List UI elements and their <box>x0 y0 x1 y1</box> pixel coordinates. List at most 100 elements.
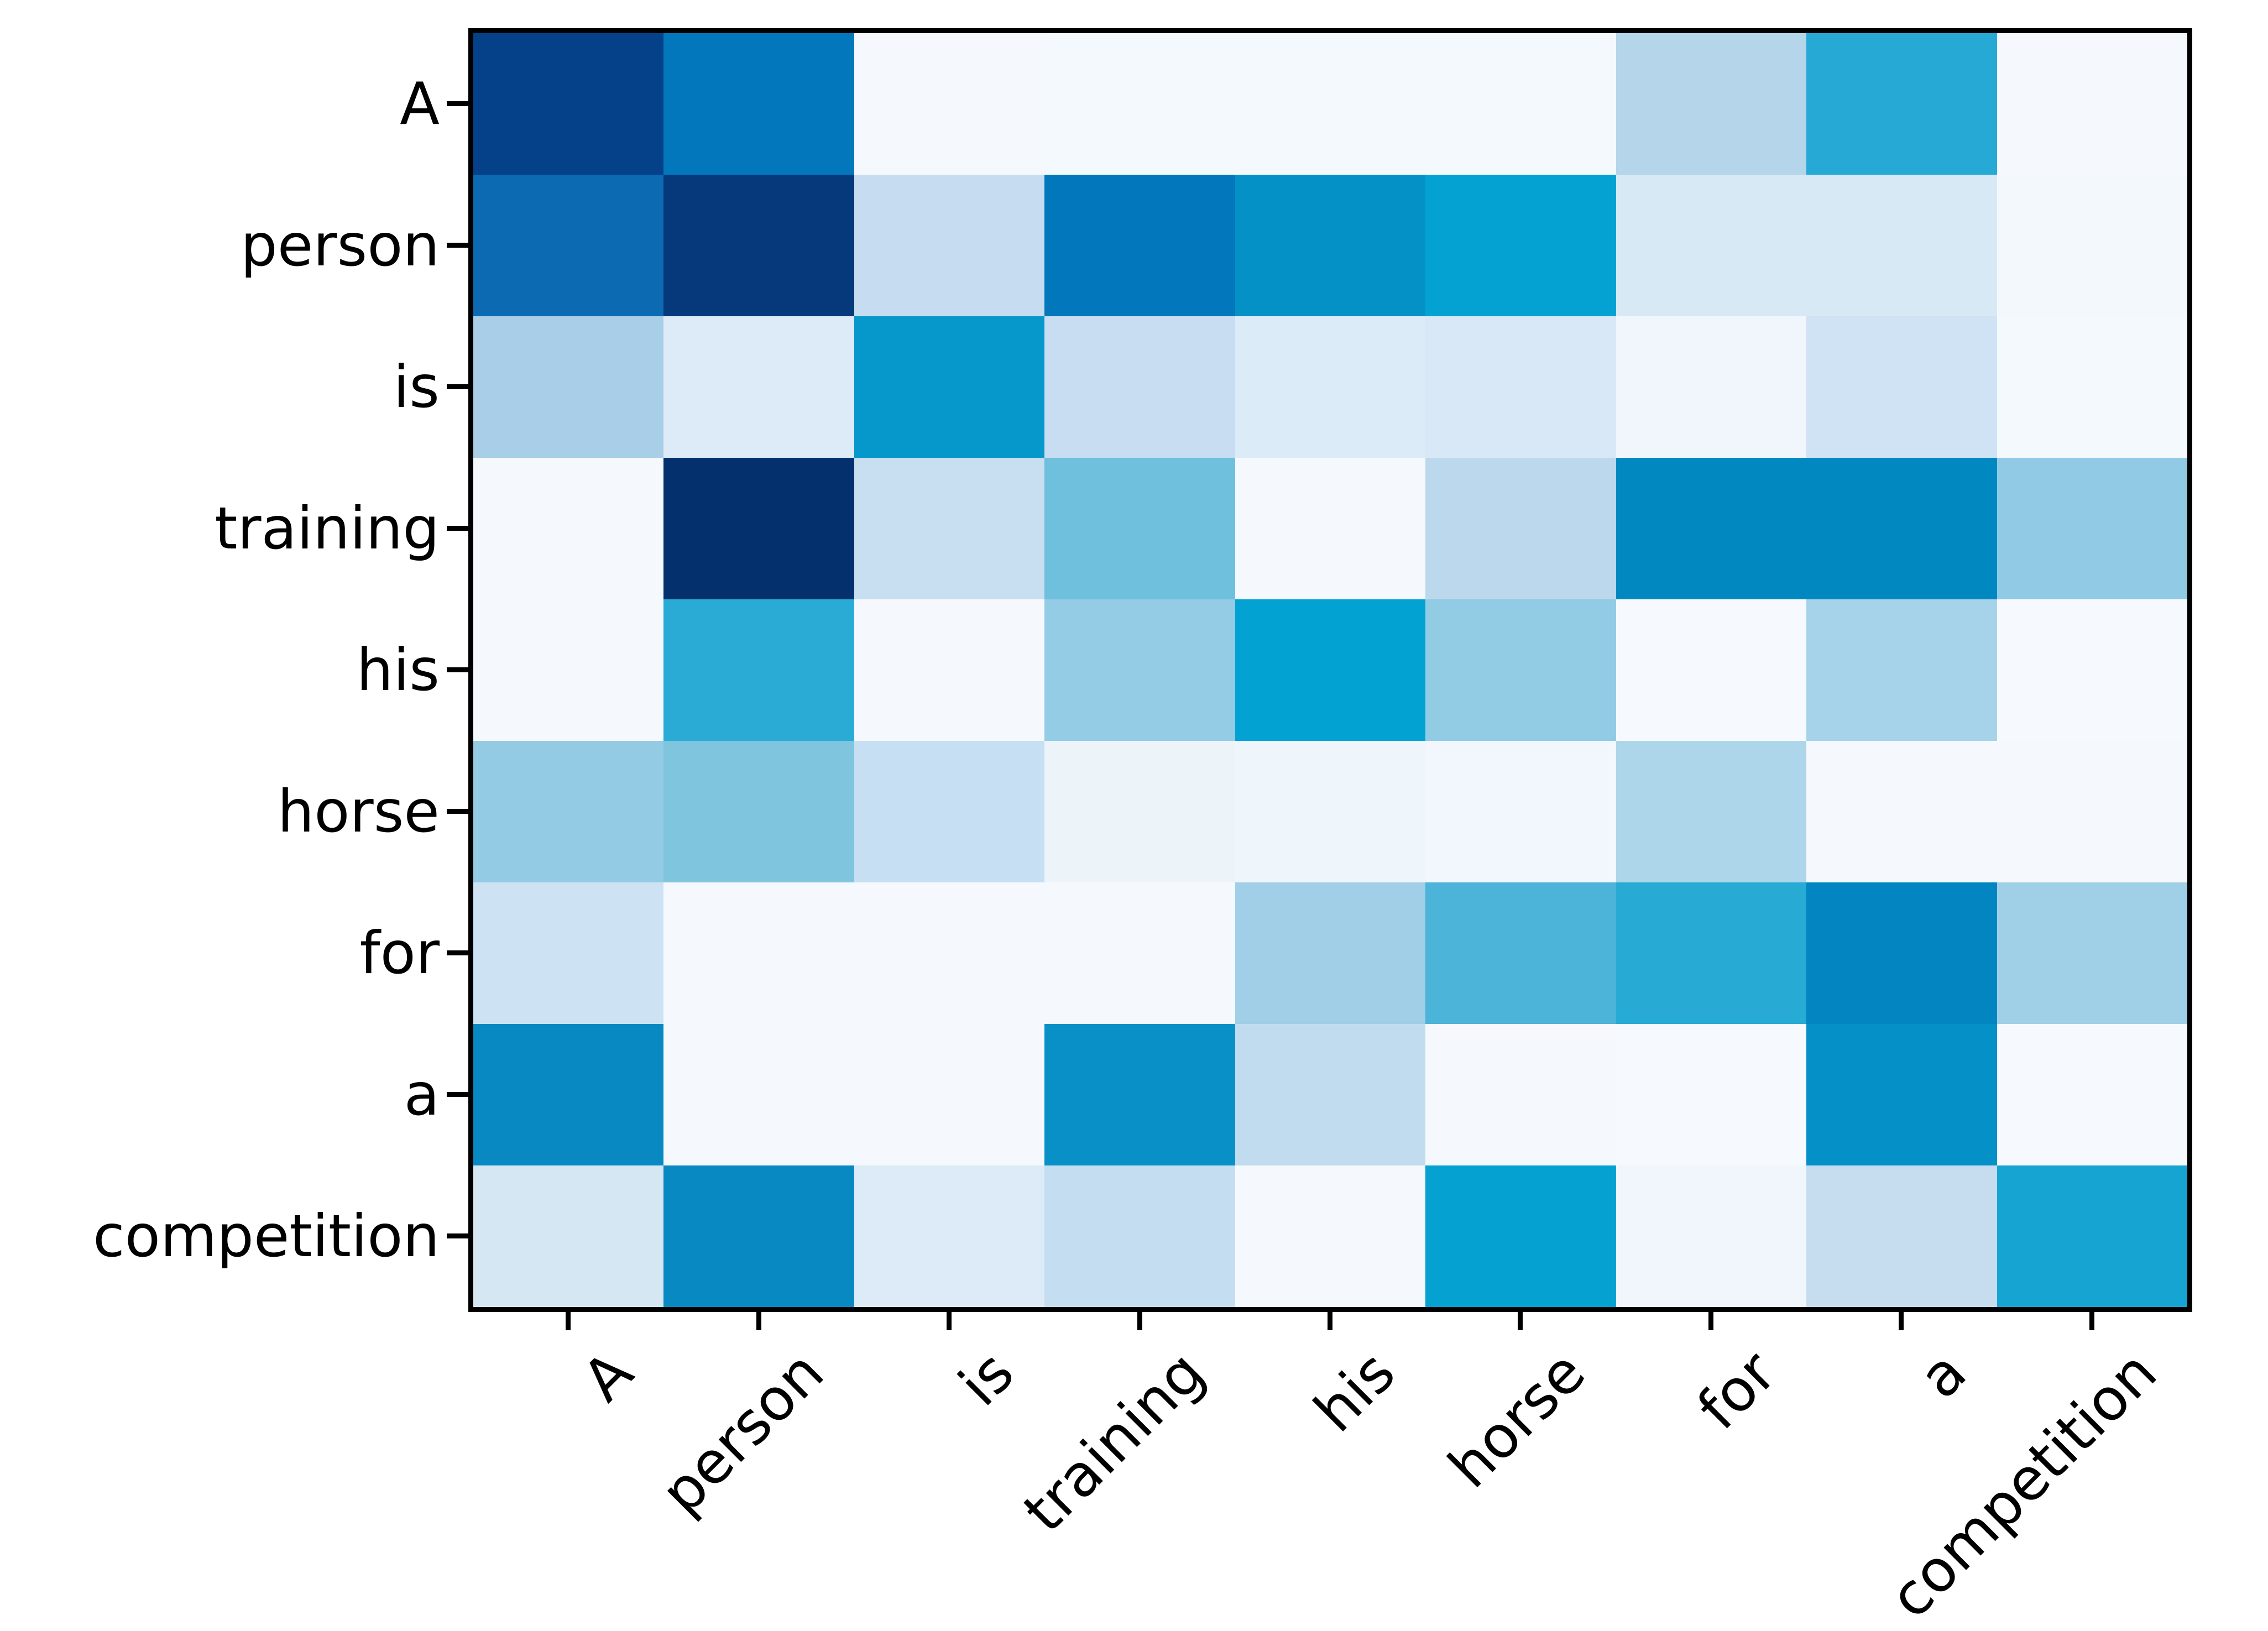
x-tick-mark <box>2089 1312 2094 1330</box>
y-tick-label: competition <box>93 1203 440 1270</box>
y-tick-mark <box>447 1233 468 1238</box>
heatmap-cell <box>1044 316 1235 458</box>
heatmap-cell <box>1997 1165 2187 1307</box>
x-tick-label: horse <box>1435 1338 1598 1501</box>
x-tick-label: is <box>946 1338 1027 1419</box>
x-tick-label: for <box>1684 1338 1789 1443</box>
heatmap-cell <box>663 458 854 599</box>
heatmap-cell <box>854 33 1045 175</box>
heatmap-cell <box>1425 882 1616 1024</box>
heatmap-cell <box>473 458 664 599</box>
y-tick-label: horse <box>277 778 440 845</box>
x-tick-mark <box>1708 1312 1713 1330</box>
y-tick-mark <box>447 1092 468 1097</box>
heatmap-cell <box>663 882 854 1024</box>
y-tick-mark <box>447 526 468 531</box>
heatmap-cell <box>663 599 854 741</box>
heatmap-cell <box>854 316 1045 458</box>
heatmap-cell <box>1806 458 1997 599</box>
heatmap-cell <box>1235 1165 1426 1307</box>
heatmap-cell <box>663 1165 854 1307</box>
heatmap-cell <box>1997 458 2187 599</box>
heatmap-cell <box>1806 175 1997 316</box>
heatmap-cell <box>1806 882 1997 1024</box>
heatmap-cell <box>663 316 854 458</box>
heatmap-cell <box>1044 1024 1235 1165</box>
x-tick-mark <box>566 1312 571 1330</box>
heatmap-cell <box>1997 741 2187 882</box>
heatmap-cell <box>1997 175 2187 316</box>
heatmap-cell <box>854 882 1045 1024</box>
heatmap-cell <box>663 741 854 882</box>
heatmap-cell <box>1044 1165 1235 1307</box>
heatmap-cell <box>1997 316 2187 458</box>
heatmap-cell <box>854 741 1045 882</box>
heatmap-cell <box>1806 741 1997 882</box>
y-tick-mark <box>447 667 468 672</box>
heatmap-cell <box>1044 458 1235 599</box>
heatmap-cell <box>854 458 1045 599</box>
heatmap-cell <box>1044 175 1235 316</box>
y-tick-label: for <box>359 919 440 987</box>
heatmap-cell <box>473 316 664 458</box>
y-tick-mark <box>447 243 468 248</box>
heatmap-cell <box>473 1024 664 1165</box>
heatmap-cell <box>1425 1165 1616 1307</box>
heatmap-cell <box>473 741 664 882</box>
heatmap-cell <box>1806 599 1997 741</box>
heatmap-cell <box>1997 1024 2187 1165</box>
x-tick-mark <box>756 1312 761 1330</box>
heatmap-cell <box>1235 1024 1426 1165</box>
heatmap-cell <box>854 1024 1045 1165</box>
x-tick-mark <box>947 1312 952 1330</box>
heatmap-cell <box>473 175 664 316</box>
heatmap-cell <box>663 33 854 175</box>
heatmap-cell <box>1425 175 1616 316</box>
heatmap-cell <box>1235 599 1426 741</box>
heatmap-cell <box>1616 599 1807 741</box>
y-tick-mark <box>447 101 468 106</box>
heatmap-cell <box>1997 882 2187 1024</box>
heatmap-cell <box>1235 316 1426 458</box>
y-tick-mark <box>447 809 468 814</box>
heatmap-cell <box>1806 1024 1997 1165</box>
heatmap-cell <box>473 1165 664 1307</box>
heatmap-cell <box>1806 316 1997 458</box>
heatmap-cell <box>1997 599 2187 741</box>
x-tick-mark <box>1518 1312 1523 1330</box>
x-tick-label: a <box>1906 1338 1979 1412</box>
heatmap-cell <box>1425 458 1616 599</box>
heatmap-cell <box>1616 175 1807 316</box>
heatmap-cell <box>473 599 664 741</box>
heatmap-cell <box>1806 33 1997 175</box>
x-tick-label: his <box>1301 1338 1408 1445</box>
heatmap-cell <box>1235 882 1426 1024</box>
heatmap-cell <box>1235 458 1426 599</box>
y-tick-label: training <box>215 495 440 562</box>
heatmap-cell <box>854 599 1045 741</box>
heatmap-cell <box>473 882 664 1024</box>
heatmap-cell <box>1616 316 1807 458</box>
heatmap-cell <box>1616 33 1807 175</box>
plot-area <box>468 28 2192 1312</box>
heatmap-cell <box>1616 458 1807 599</box>
x-tick-mark <box>1328 1312 1332 1330</box>
heatmap-cell <box>1235 175 1426 316</box>
y-tick-label: a <box>404 1061 440 1128</box>
x-tick-label: person <box>647 1338 837 1527</box>
heatmap-cell <box>1425 599 1616 741</box>
heatmap-cell <box>1616 1165 1807 1307</box>
heatmap-cell <box>1425 1024 1616 1165</box>
x-tick-label: competition <box>1877 1338 2170 1631</box>
x-tick-label: A <box>570 1338 646 1414</box>
heatmap-grid <box>473 33 2187 1307</box>
heatmap-cell <box>663 175 854 316</box>
heatmap-cell <box>1425 33 1616 175</box>
y-tick-mark <box>447 950 468 955</box>
heatmap-cell <box>663 1024 854 1165</box>
heatmap-cell <box>854 175 1045 316</box>
y-tick-label: person <box>241 212 440 279</box>
heatmap-cell <box>1425 741 1616 882</box>
y-tick-label: is <box>393 353 440 421</box>
